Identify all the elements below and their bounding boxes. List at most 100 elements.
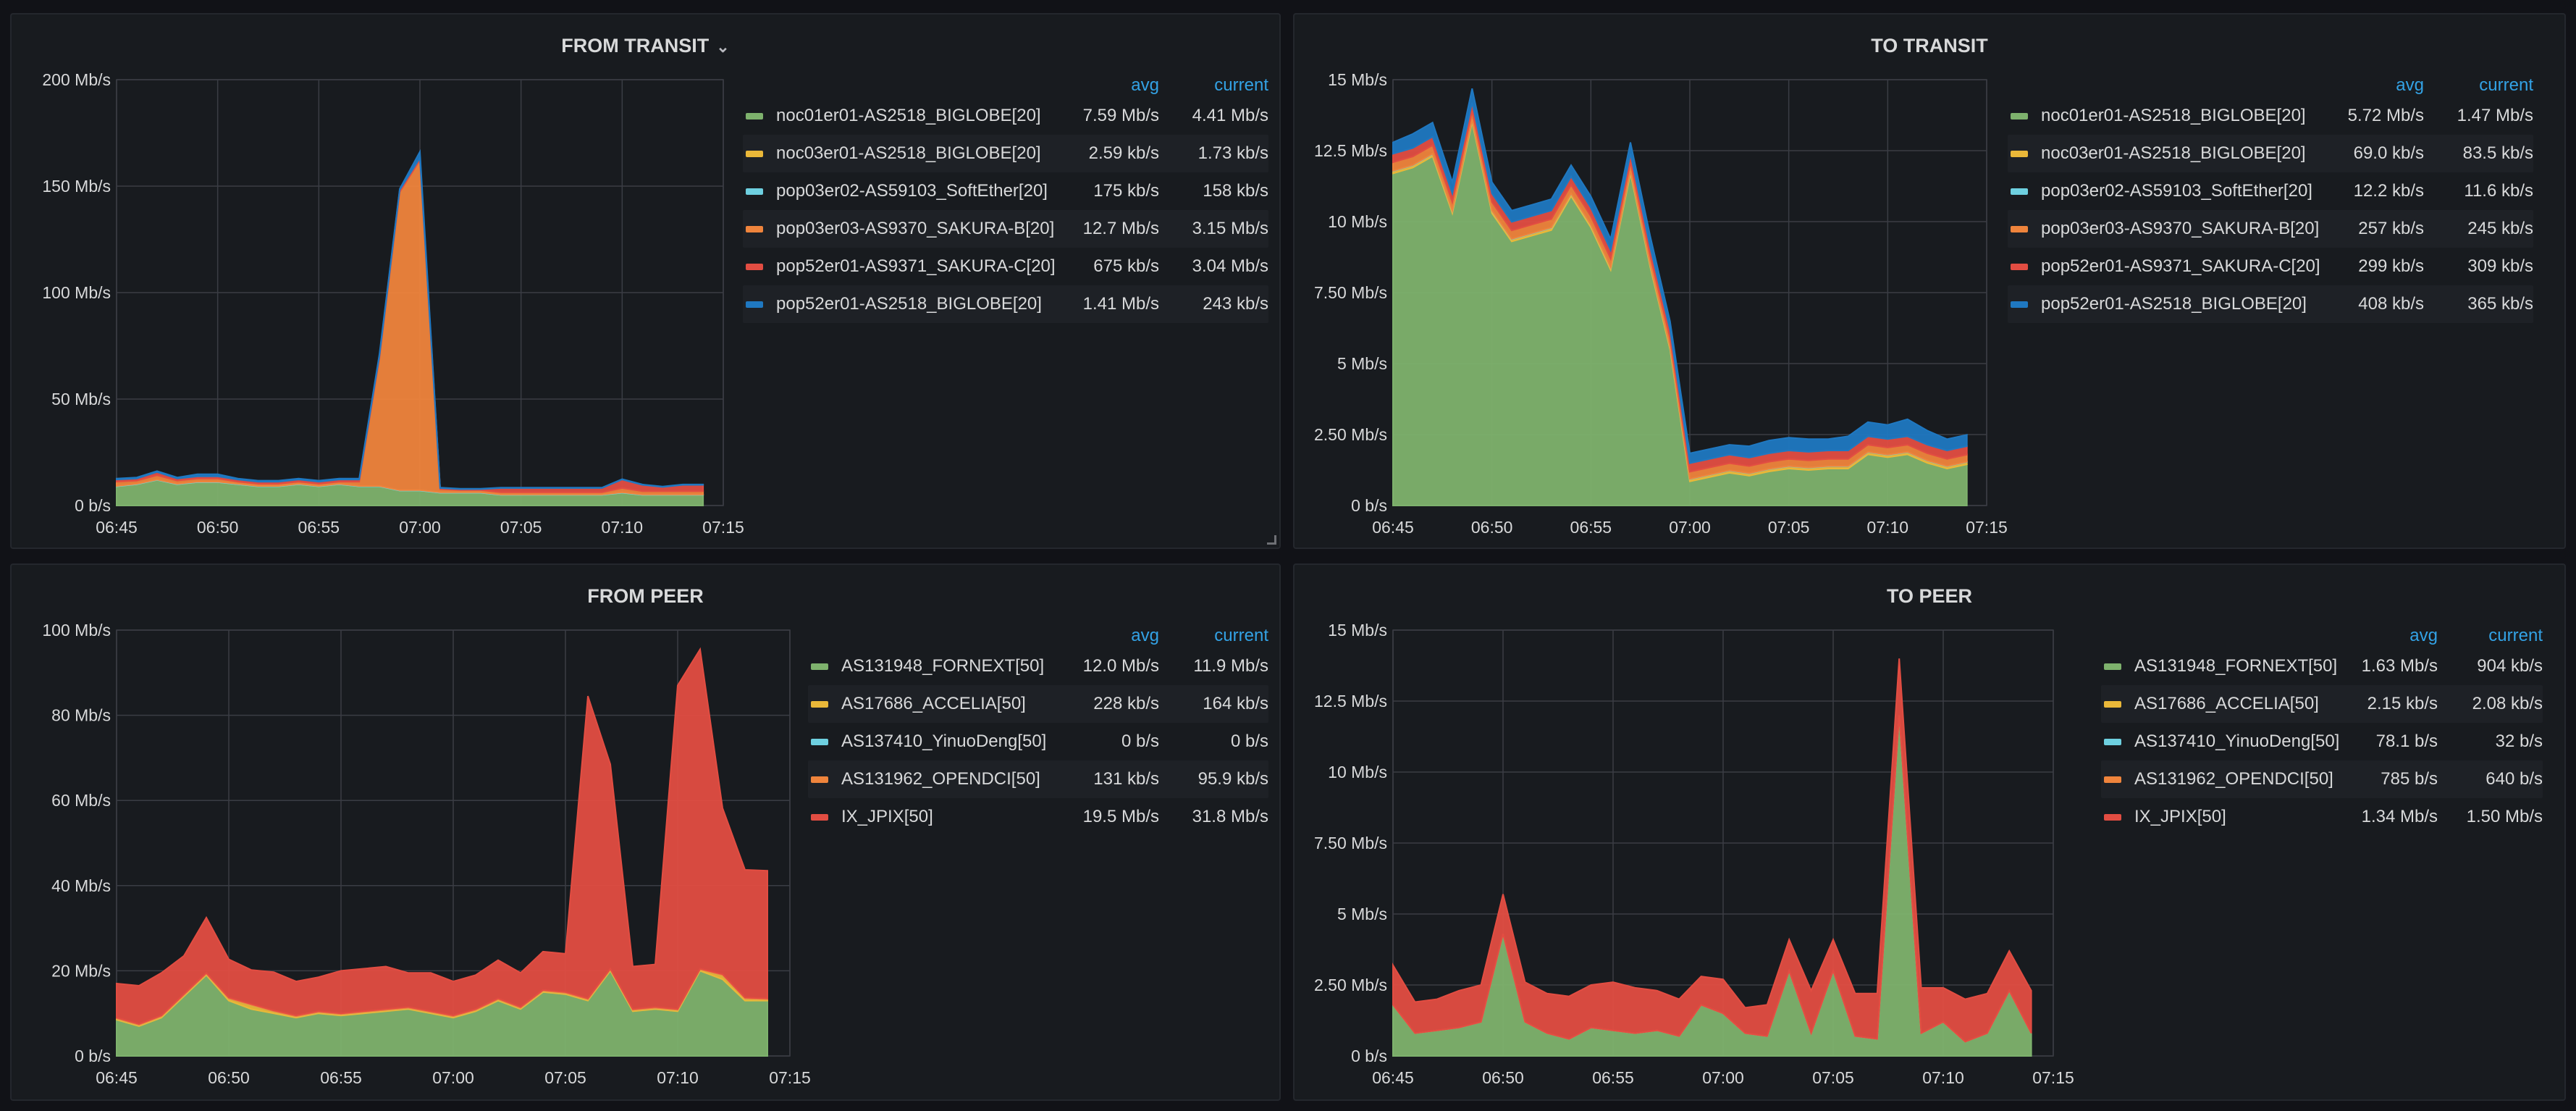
legend-series-name: AS131948_FORNEXT[50] (2134, 656, 2338, 676)
x-tick-label: 06:55 (1592, 1068, 1634, 1087)
legend-series-name: noc03er01-AS2518_BIGLOBE[20] (2041, 143, 2306, 163)
legend-avg-value: 1.34 Mb/s (2361, 807, 2438, 826)
legend: avg current AS131948_FORNEXT[50] 1.63 Mb/s 9… (2101, 626, 2543, 852)
legend-header-current[interactable]: current (1214, 626, 1268, 645)
panel-title[interactable]: FROM TRANSIT ⌄ (12, 35, 1279, 57)
chevron-down-icon[interactable]: ⌄ (716, 38, 730, 56)
legend-item[interactable]: IX_JPIX[50] 1.34 Mb/s 1.50 Mb/s (2101, 798, 2543, 836)
legend-item[interactable]: AS17686_ACCELIA[50] 228 kb/s 164 kb/s (808, 685, 1268, 723)
legend-avg-value: 408 kb/s (2358, 294, 2424, 314)
y-tick-label: 10 Mb/s (1328, 212, 1387, 231)
legend-item[interactable]: pop03er02-AS59103_SoftEther[20] 175 kb/s 1… (743, 172, 1268, 210)
legend-avg-value: 131 kb/s (1093, 769, 1159, 789)
legend-item[interactable]: noc01er01-AS2518_BIGLOBE[20] 7.59 Mb/s 4.4… (743, 97, 1268, 135)
legend-header-avg[interactable]: avg (2409, 626, 2438, 645)
legend-avg-value: 0 b/s (1121, 731, 1159, 751)
legend-item[interactable]: AS137410_YinuoDeng[50] 78.1 b/s 32 b/s (2101, 723, 2543, 760)
legend-series-name: IX_JPIX[50] (841, 807, 933, 826)
y-tick-label: 200 Mb/s (42, 70, 111, 89)
x-tick-label: 07:10 (1867, 518, 1909, 537)
legend-item[interactable]: pop52er01-AS9371_SAKURA-C[20] 299 kb/s 309… (2008, 248, 2533, 285)
legend-swatch (811, 776, 828, 783)
legend-item[interactable]: noc03er01-AS2518_BIGLOBE[20] 2.59 kb/s 1.7… (743, 135, 1268, 172)
x-tick-label: 07:00 (1702, 1068, 1744, 1087)
legend-header-avg[interactable]: avg (2396, 75, 2424, 95)
legend-avg-value: 2.59 kb/s (1088, 143, 1159, 163)
legend-item[interactable]: pop03er03-AS9370_SAKURA-B[20] 257 kb/s 245… (2008, 210, 2533, 248)
legend-series-name: AS17686_ACCELIA[50] (2134, 694, 2319, 713)
chart-0[interactable]: 0 b/s 50 Mb/s 100 Mb/s 150 Mb/s 200 Mb/s 06:4… (12, 14, 1282, 550)
legend-swatch (2011, 226, 2028, 232)
legend-swatch (811, 739, 828, 745)
y-tick-label: 0 b/s (1351, 1047, 1387, 1065)
legend-header-avg[interactable]: avg (1131, 626, 1159, 645)
y-tick-label: 100 Mb/s (42, 621, 111, 640)
legend-swatch (2011, 264, 2028, 270)
legend-item[interactable]: AS131948_FORNEXT[50] 12.0 Mb/s 11.9 Mb/s (808, 647, 1268, 685)
chart-3[interactable]: 0 b/s 2.50 Mb/s 5 Mb/s 7.50 Mb/s 10 Mb/s 12.5… (1295, 565, 2567, 1102)
series-area-4[interactable] (116, 647, 768, 1025)
legend-swatch (746, 113, 763, 120)
panel-title-text: TO PEER (1886, 585, 1973, 607)
legend-item[interactable]: noc01er01-AS2518_BIGLOBE[20] 5.72 Mb/s 1.4… (2008, 97, 2533, 135)
legend-avg-value: 257 kb/s (2358, 219, 2424, 238)
legend-current-value: 1.50 Mb/s (2466, 807, 2543, 826)
series-area-5[interactable] (116, 148, 704, 490)
legend-header-current[interactable]: current (2479, 75, 2533, 95)
legend-item[interactable]: pop52er01-AS2518_BIGLOBE[20] 408 kb/s 365 … (2008, 285, 2533, 323)
legend-current-value: 1.47 Mb/s (2457, 106, 2533, 125)
legend-swatch (2104, 739, 2121, 745)
legend-item[interactable]: AS131948_FORNEXT[50] 1.63 Mb/s 904 kb/s (2101, 647, 2543, 685)
series-area-4[interactable] (1392, 658, 2032, 1043)
panel-title[interactable]: TO PEER (1295, 585, 2564, 608)
legend-item[interactable]: pop52er01-AS9371_SAKURA-C[20] 675 kb/s 3.0… (743, 248, 1268, 285)
x-tick-label: 07:15 (2032, 1068, 2074, 1087)
legend-item[interactable]: IX_JPIX[50] 19.5 Mb/s 31.8 Mb/s (808, 798, 1268, 836)
legend-current-value: 3.15 Mb/s (1192, 219, 1268, 238)
legend-item[interactable]: AS137410_YinuoDeng[50] 0 b/s 0 b/s (808, 723, 1268, 760)
legend-current-value: 243 kb/s (1203, 294, 1268, 314)
y-tick-label: 80 Mb/s (51, 706, 111, 725)
legend-current-value: 11.6 kb/s (2464, 181, 2533, 201)
y-tick-label: 40 Mb/s (51, 876, 111, 895)
series-area-3[interactable] (116, 157, 704, 495)
legend-item[interactable]: noc03er01-AS2518_BIGLOBE[20] 69.0 kb/s 83.… (2008, 135, 2533, 172)
legend-item[interactable]: pop52er01-AS2518_BIGLOBE[20] 1.41 Mb/s 243… (743, 285, 1268, 323)
legend-series-name: noc01er01-AS2518_BIGLOBE[20] (2041, 106, 2306, 125)
legend-header: avg current (2008, 75, 2533, 113)
legend-series-name: pop52er01-AS9371_SAKURA-C[20] (776, 256, 1056, 276)
legend-header-avg[interactable]: avg (1131, 75, 1159, 95)
y-tick-label: 2.50 Mb/s (1314, 976, 1387, 994)
x-tick-label: 06:45 (96, 1068, 138, 1087)
legend-header-current[interactable]: current (2488, 626, 2543, 645)
legend-item[interactable]: pop03er02-AS59103_SoftEther[20] 12.2 kb/s… (2008, 172, 2533, 210)
legend-swatch (746, 264, 763, 270)
x-tick-label: 07:10 (657, 1068, 699, 1087)
legend-item[interactable]: AS131962_OPENDCI[50] 131 kb/s 95.9 kb/s (808, 760, 1268, 798)
y-tick-label: 15 Mb/s (1328, 621, 1387, 640)
y-tick-label: 20 Mb/s (51, 961, 111, 980)
chart-1[interactable]: 0 b/s 2.50 Mb/s 5 Mb/s 7.50 Mb/s 10 Mb/s 12.5… (1295, 14, 2567, 550)
x-tick-label: 06:55 (1570, 518, 1612, 537)
x-tick-label: 07:05 (500, 518, 542, 537)
legend-swatch (2011, 151, 2028, 157)
legend-current-value: 95.9 kb/s (1197, 769, 1268, 789)
chart-2[interactable]: 0 b/s 20 Mb/s 40 Mb/s 60 Mb/s 80 Mb/s 100 Mb/… (12, 565, 1282, 1102)
legend-item[interactable]: pop03er03-AS9370_SAKURA-B[20] 12.7 Mb/s 3.… (743, 210, 1268, 248)
legend-header: avg current (2101, 626, 2543, 663)
legend-avg-value: 7.59 Mb/s (1082, 106, 1159, 125)
resize-handle-icon[interactable] (1267, 535, 1276, 545)
legend-swatch (746, 301, 763, 308)
legend-avg-value: 19.5 Mb/s (1082, 807, 1159, 826)
legend-current-value: 164 kb/s (1203, 694, 1268, 713)
legend-header-current[interactable]: current (1214, 75, 1268, 95)
series-area-5[interactable] (1392, 88, 1968, 464)
legend-item[interactable]: AS17686_ACCELIA[50] 2.15 kb/s 2.08 kb/s (2101, 685, 2543, 723)
panel-title[interactable]: FROM PEER (12, 585, 1279, 608)
legend-series-name: pop52er01-AS2518_BIGLOBE[20] (776, 294, 1042, 314)
x-tick-label: 06:50 (208, 1068, 250, 1087)
panel-title[interactable]: TO TRANSIT (1295, 35, 2564, 57)
x-tick-label: 07:05 (1812, 1068, 1854, 1087)
legend-item[interactable]: AS131962_OPENDCI[50] 785 b/s 640 b/s (2101, 760, 2543, 798)
legend-series-name: AS137410_YinuoDeng[50] (2134, 731, 2340, 751)
